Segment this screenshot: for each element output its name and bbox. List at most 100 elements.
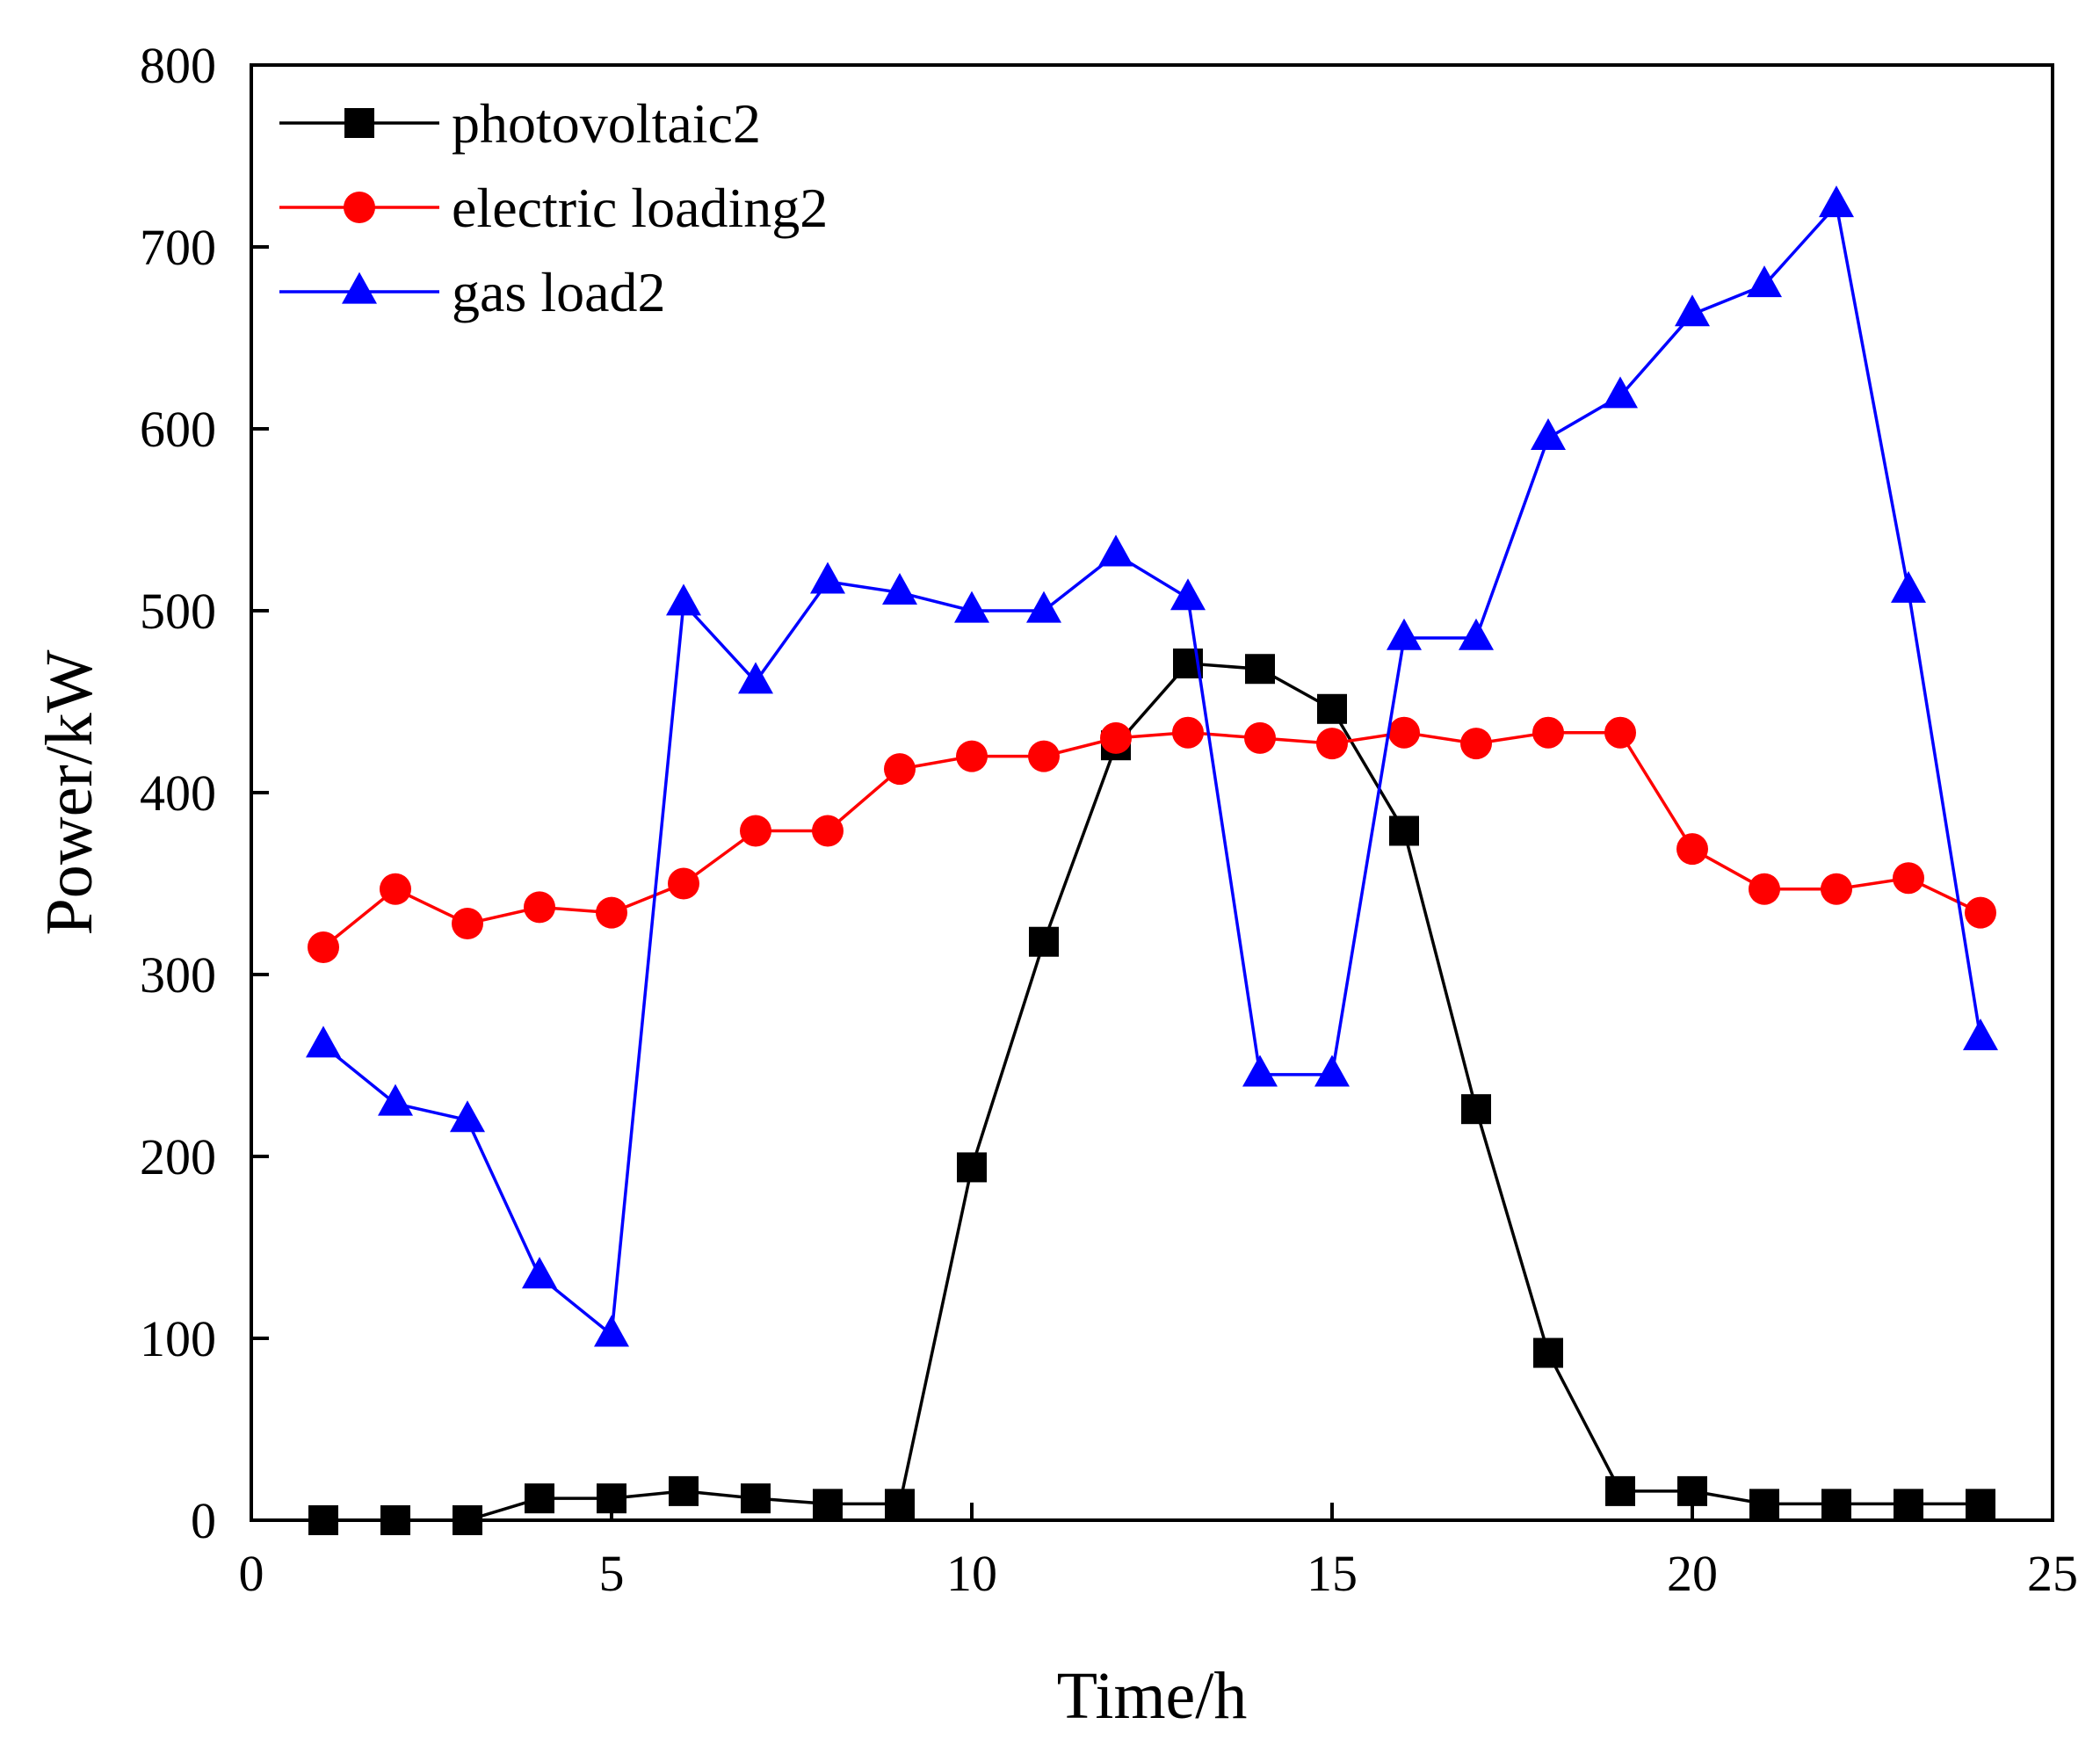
data-point-gas-load2 — [1387, 618, 1422, 650]
legend-item-electric-loading2: electric loading2 — [279, 177, 828, 239]
series-line-gas-load2 — [322, 201, 1982, 1338]
x-axis-title: Time/h — [1057, 1659, 1248, 1733]
data-point-gas-load2 — [378, 1083, 413, 1116]
data-point-gas-load2 — [1675, 294, 1710, 327]
y-tick-label: 800 — [140, 37, 216, 94]
x-tick-label: 0 — [239, 1545, 264, 1602]
data-point-gas-load2 — [1531, 418, 1566, 451]
data-point-electric-loading2 — [740, 815, 771, 847]
data-point-photovoltaic2 — [1966, 1489, 1995, 1519]
data-point-photovoltaic2 — [525, 1483, 554, 1514]
data-point-electric-loading2 — [1028, 740, 1060, 772]
legend-label: photovoltaic2 — [452, 92, 761, 155]
data-point-gas-load2 — [1170, 578, 1206, 611]
y-tick-label: 400 — [140, 765, 216, 822]
data-point-photovoltaic2 — [380, 1505, 410, 1535]
legend-marker — [344, 192, 375, 223]
data-point-gas-load2 — [954, 591, 989, 623]
series-line-electric-loading2 — [322, 730, 1981, 949]
data-point-gas-load2 — [594, 1315, 629, 1347]
data-point-photovoltaic2 — [1677, 1475, 1707, 1506]
data-point-photovoltaic2 — [1389, 815, 1419, 846]
legend-label: electric loading2 — [452, 177, 828, 239]
data-point-photovoltaic2 — [308, 1505, 338, 1535]
data-point-electric-loading2 — [452, 908, 483, 940]
data-point-photovoltaic2 — [957, 1152, 987, 1183]
data-point-electric-loading2 — [1749, 873, 1780, 905]
data-point-gas-load2 — [1963, 1018, 1998, 1051]
data-point-photovoltaic2 — [1894, 1489, 1923, 1519]
data-point-photovoltaic2 — [1461, 1094, 1491, 1125]
legend-label: gas load2 — [452, 261, 666, 323]
data-point-photovoltaic2 — [813, 1489, 843, 1519]
data-point-electric-loading2 — [1316, 728, 1348, 760]
data-point-electric-loading2 — [884, 753, 916, 786]
data-point-electric-loading2 — [1676, 833, 1708, 866]
data-point-photovoltaic2 — [1533, 1337, 1563, 1368]
data-point-electric-loading2 — [1532, 716, 1564, 749]
data-point-gas-load2 — [1026, 591, 1061, 623]
series-line-photovoltaic2 — [323, 662, 1981, 1522]
x-tick-label: 25 — [2027, 1545, 2078, 1602]
data-point-photovoltaic2 — [1605, 1475, 1635, 1506]
series-photovoltaic2 — [308, 649, 1995, 1535]
data-point-electric-loading2 — [1893, 862, 1924, 895]
data-point-electric-loading2 — [956, 740, 988, 772]
data-point-photovoltaic2 — [1317, 693, 1347, 724]
data-point-electric-loading2 — [1388, 716, 1420, 749]
y-tick-label: 500 — [140, 583, 216, 640]
legend-item-photovoltaic2: photovoltaic2 — [279, 92, 761, 155]
data-point-gas-load2 — [810, 562, 845, 594]
data-point-gas-load2 — [522, 1257, 557, 1289]
data-point-electric-loading2 — [1244, 721, 1276, 754]
data-point-electric-loading2 — [668, 867, 699, 900]
data-point-photovoltaic2 — [885, 1489, 915, 1519]
data-point-gas-load2 — [882, 572, 917, 605]
data-point-gas-load2 — [1242, 1054, 1278, 1087]
x-tick-label: 5 — [599, 1545, 625, 1602]
legend-marker — [342, 272, 377, 304]
data-point-electric-loading2 — [380, 873, 411, 905]
data-point-electric-loading2 — [1604, 716, 1636, 749]
legend-marker — [344, 108, 374, 138]
data-point-electric-loading2 — [1172, 716, 1204, 749]
data-point-gas-load2 — [1819, 185, 1854, 218]
data-point-photovoltaic2 — [1245, 654, 1275, 685]
data-point-photovoltaic2 — [1821, 1489, 1851, 1519]
y-tick-label: 300 — [140, 946, 216, 1004]
data-point-electric-loading2 — [1821, 873, 1852, 905]
data-point-gas-load2 — [306, 1025, 341, 1058]
y-axis-title: Power/kW — [33, 649, 106, 935]
y-tick-label: 100 — [140, 1310, 216, 1367]
data-point-gas-load2 — [1603, 376, 1638, 409]
series-electric-loading2 — [308, 716, 1996, 963]
data-point-gas-load2 — [1747, 265, 1782, 298]
data-point-electric-loading2 — [524, 891, 555, 924]
data-point-photovoltaic2 — [741, 1483, 771, 1514]
legend-item-gas-load2: gas load2 — [279, 261, 666, 323]
x-tick-label: 10 — [946, 1545, 997, 1602]
y-tick-label: 700 — [140, 219, 216, 276]
legend: photovoltaic2 electric loading2 gas load2 — [279, 92, 828, 323]
y-tick-label: 600 — [140, 401, 216, 458]
x-tick-label: 15 — [1307, 1545, 1358, 1602]
x-tick-label: 20 — [1667, 1545, 1718, 1602]
data-point-photovoltaic2 — [669, 1475, 699, 1506]
axis-ticks: 0 5 10 15 20 25 0 100 200 300 400 500 600 700 800 — [140, 37, 2078, 1602]
data-point-electric-loading2 — [1460, 728, 1492, 760]
data-point-electric-loading2 — [596, 896, 627, 929]
data-point-electric-loading2 — [812, 815, 844, 847]
data-point-gas-load2 — [450, 1100, 485, 1133]
series-gas-load2 — [306, 185, 1998, 1347]
data-point-gas-load2 — [1098, 534, 1133, 567]
data-point-gas-load2 — [1891, 570, 1926, 603]
data-point-photovoltaic2 — [1029, 926, 1059, 957]
data-point-photovoltaic2 — [597, 1483, 626, 1514]
data-point-electric-loading2 — [1965, 896, 1996, 929]
data-point-electric-loading2 — [1100, 721, 1132, 754]
data-point-electric-loading2 — [308, 931, 339, 963]
series-layer — [306, 185, 1998, 1535]
data-point-photovoltaic2 — [453, 1505, 482, 1535]
data-point-gas-load2 — [1314, 1054, 1350, 1087]
